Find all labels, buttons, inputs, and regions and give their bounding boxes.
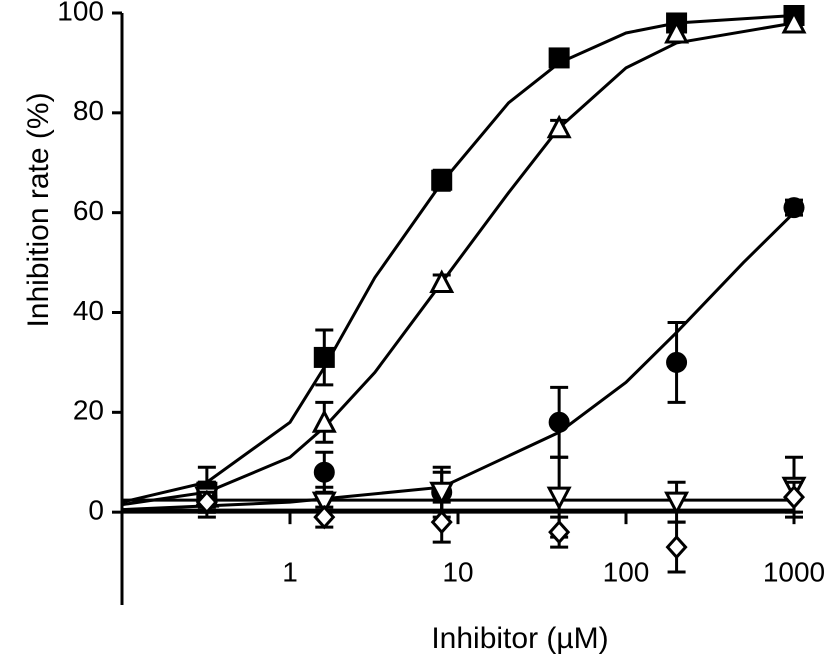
data-point [546,114,572,139]
data-point [429,481,455,506]
data-point [546,486,572,511]
data-point [782,484,806,510]
y-tick-label: 60 [73,195,104,226]
data-point [664,19,690,44]
data-point [664,491,690,516]
x-tick-label: 100 [603,557,650,588]
fit-curve [121,21,795,507]
data-point [313,461,335,483]
fit-curve [121,211,796,512]
x-tick-label: 10 [442,557,473,588]
data-point [548,411,570,433]
data-point [311,491,337,516]
data-point [783,197,805,219]
data-point [548,47,570,69]
y-tick-label: 40 [73,295,104,326]
x-tick-label: 1 [282,557,298,588]
y-tick-label: 20 [73,395,104,426]
y-tick-label: 100 [57,0,104,26]
data-point [431,169,453,191]
y-tick-label: 80 [73,95,104,126]
data-point [429,269,455,294]
data-point [311,409,337,433]
data-point [548,519,571,545]
x-axis-label: Inhibitor (µM) [431,622,608,655]
data-point [781,9,807,34]
data-point [665,534,688,560]
y-tick-label: 0 [88,495,104,526]
data-point [666,351,688,373]
data-point [430,509,453,535]
data-point [195,489,218,515]
data-point [313,504,336,530]
data-point [313,346,335,368]
x-tick-label: 1000 [763,557,825,588]
y-axis-label: Inhibition rate (%) [22,92,55,327]
